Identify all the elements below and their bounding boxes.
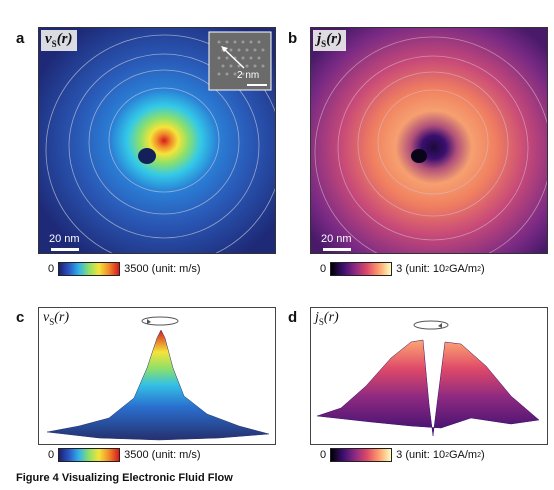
- scale-label-b: 20 nm: [321, 233, 352, 245]
- scale-bar-a: [51, 248, 79, 251]
- current-colorbar-2: 0 3 (unit: 10 2 GA/m 2): [320, 448, 485, 462]
- velocity-colorbar-2: 0 3500 (unit: m/s): [48, 448, 201, 462]
- current-map-label: jS(r): [313, 30, 347, 51]
- velocity-surface-plot: vS(r): [38, 307, 276, 445]
- current-map: jS(r) 20 nm: [310, 27, 548, 254]
- velocity-surface-image: [46, 316, 270, 441]
- velocity-surface-label: vS(r): [43, 310, 70, 327]
- current-surface-plot: jS(r): [310, 307, 548, 445]
- current-surface-image: [316, 320, 540, 437]
- current-colorbar-2-gradient: [330, 448, 393, 462]
- panel-letter-c: c: [16, 309, 25, 326]
- panel-letter-d: d: [288, 309, 298, 326]
- panel-letter-b: b: [288, 30, 298, 47]
- current-map-image: [311, 28, 547, 253]
- velocity-map-label: vS(r): [41, 30, 77, 51]
- velocity-map-image: [39, 28, 275, 253]
- figure-caption: Figure 4 Visualizing Electronic Fluid Fl…: [16, 472, 233, 484]
- inset-scale-bar: [247, 84, 267, 86]
- current-surface-label: jS(r): [315, 310, 339, 327]
- velocity-map: 2 nm vS(r) 20 nm: [38, 27, 276, 254]
- panel-letter-a: a: [16, 30, 25, 47]
- current-colorbar: 0 3 (unit: 10 2 GA/m 2): [320, 262, 485, 276]
- inset-scale-label: 2 nm: [237, 70, 260, 81]
- velocity-colorbar-gradient: [58, 262, 121, 276]
- velocity-colorbar-2-gradient: [58, 448, 121, 462]
- scale-label-a: 20 nm: [49, 233, 80, 245]
- scale-bar-b: [323, 248, 351, 251]
- velocity-colorbar: 0 3500 (unit: m/s): [48, 262, 201, 276]
- current-colorbar-gradient: [330, 262, 393, 276]
- inset-arrow: [222, 47, 245, 69]
